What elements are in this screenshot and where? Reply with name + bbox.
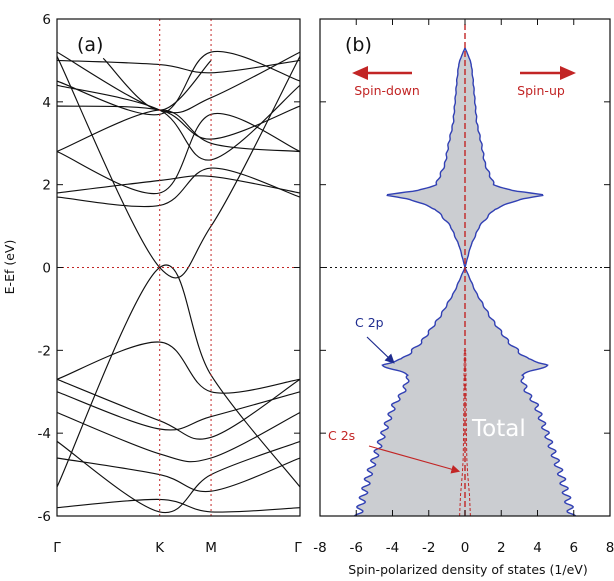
x-tick-label: -6 — [350, 540, 363, 556]
reference-lines-b — [320, 24, 610, 516]
y-tick-label: 4 — [42, 95, 51, 111]
band-line-12 — [57, 105, 300, 140]
y-ticks: -6 -4 -2 0 2 4 6 — [38, 12, 610, 525]
band-lines — [57, 50, 300, 514]
k-point-label: K — [155, 540, 165, 556]
x-tick-label: -8 — [313, 540, 326, 556]
reference-lines-a — [57, 19, 300, 516]
x-tick-label: 2 — [497, 540, 506, 556]
x-tick-label: 6 — [569, 540, 578, 556]
x-axis-label: Spin-polarized density of states (1/eV) — [348, 562, 587, 577]
band-line-10 — [57, 112, 300, 195]
c2s-pointer — [368, 445, 461, 474]
band-line-13 — [57, 84, 300, 161]
band-line-6 — [57, 457, 300, 493]
y-tick-label: -2 — [38, 343, 51, 359]
spin-down-arrowhead — [352, 66, 368, 80]
x-tick-label: 8 — [606, 540, 614, 556]
total-dos-area — [354, 48, 576, 516]
band-line-4 — [57, 391, 300, 431]
x-tick-label: -2 — [422, 540, 435, 556]
k-point-label: Γ — [294, 540, 302, 556]
y-tick-label: 2 — [42, 178, 51, 194]
x-ticks: -8 -6 -4 -2 0 2 4 6 8 — [313, 19, 614, 556]
band-line-7 — [57, 498, 300, 513]
band-line-0 — [57, 264, 300, 488]
k-point-label: M — [205, 540, 217, 556]
y-tick-label: 0 — [42, 261, 51, 277]
band-line-9 — [57, 167, 300, 208]
band-line-3 — [57, 378, 300, 440]
spin-up-arrowhead — [560, 66, 576, 80]
band-line-11 — [57, 109, 300, 153]
dos-panel: -8 -6 -4 -2 0 2 4 6 8 (b) Spin-down Spin-up C 2p… — [313, 18, 614, 577]
band-line-1 — [57, 56, 300, 279]
y-tick-label: 6 — [42, 12, 51, 28]
c2p-label: C 2p — [355, 315, 384, 330]
y-tick-label: -4 — [38, 426, 51, 442]
panel-a-label: (a) — [77, 34, 103, 56]
k-point-label: Γ — [53, 540, 61, 556]
c2s-curve — [459, 350, 465, 516]
band-structure-panel: -6 -4 -2 0 2 4 6 Γ K M Γ (a) E-Ef (eV) — [2, 12, 610, 556]
c2s-label: C 2s — [328, 428, 355, 443]
band-line-2 — [57, 341, 300, 394]
band-line-16 — [57, 175, 300, 194]
band-line-15 — [57, 50, 300, 116]
y-axis-label: E-Ef (eV) — [2, 240, 17, 295]
band-line-8 — [57, 440, 300, 514]
c2p-pointer — [366, 336, 395, 364]
spin-down-label: Spin-down — [354, 83, 420, 98]
band-line-14 — [57, 51, 300, 114]
x-tick-label: -4 — [386, 540, 399, 556]
y-tick-label: -6 — [38, 509, 51, 525]
c2s-dos-curves — [459, 350, 471, 516]
x-tick-label: 4 — [533, 540, 542, 556]
c2s-curve — [465, 350, 471, 516]
band-line-17 — [57, 59, 300, 74]
band-line-5 — [57, 411, 300, 463]
x-tick-label: 0 — [461, 540, 470, 556]
spin-up-label: Spin-up — [517, 83, 565, 98]
panel-b-label: (b) — [345, 34, 372, 56]
total-label: Total — [471, 416, 526, 442]
